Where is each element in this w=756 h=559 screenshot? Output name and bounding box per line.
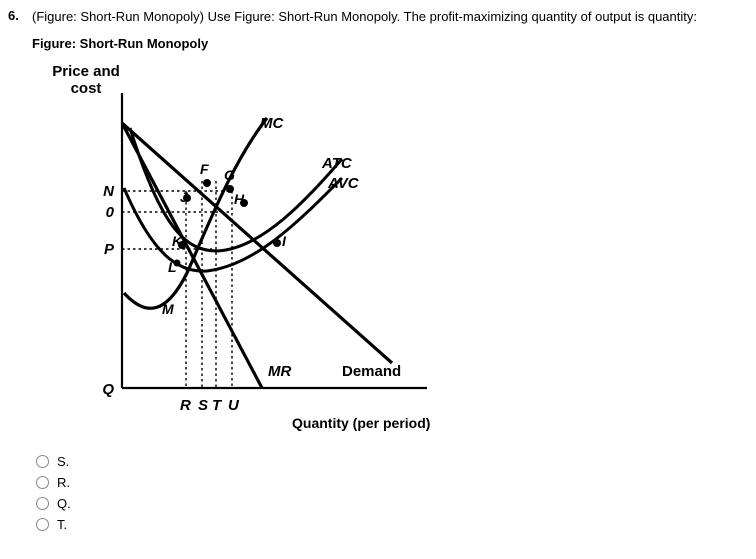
options-list: S. R. Q. T.: [36, 451, 748, 535]
option-t[interactable]: T.: [36, 514, 748, 535]
option-label: Q.: [57, 496, 71, 511]
y-tick-n: N: [94, 183, 114, 200]
y-tick-p: P: [94, 241, 114, 258]
option-r[interactable]: R.: [36, 472, 748, 493]
question-text: (Figure: Short-Run Monopoly) Use Figure:…: [32, 8, 697, 26]
option-q[interactable]: Q.: [36, 493, 748, 514]
point-label-k: K: [172, 233, 182, 249]
chart: Price and cost Quantity (per period) N0P…: [32, 63, 452, 443]
point-label-g: G: [224, 167, 235, 183]
x-tick-u: U: [228, 397, 239, 414]
x-tick-s: S: [198, 397, 208, 414]
atc-curve: [130, 128, 342, 251]
option-s[interactable]: S.: [36, 451, 748, 472]
option-label: T.: [57, 517, 67, 532]
point-label-f: F: [200, 161, 209, 177]
figure-title: Figure: Short-Run Monopoly: [32, 36, 748, 51]
radio-icon[interactable]: [36, 518, 49, 531]
curve-label-mr: MR: [268, 363, 291, 380]
radio-icon[interactable]: [36, 497, 49, 510]
point-label-h: H: [234, 191, 244, 207]
option-label: S.: [57, 454, 69, 469]
option-label: R.: [57, 475, 70, 490]
point-label-m: M: [162, 301, 174, 317]
question-number: 6.: [8, 8, 26, 26]
curve-label-avc: AVC: [328, 175, 359, 192]
curve-label-demand: Demand: [342, 363, 401, 380]
radio-icon[interactable]: [36, 455, 49, 468]
curve-label-mc: MC: [260, 115, 283, 132]
x-tick-r: R: [180, 397, 191, 414]
radio-icon[interactable]: [36, 476, 49, 489]
y-tick-0: 0: [94, 204, 114, 221]
point-label-j: J: [180, 189, 188, 205]
mc-curve: [124, 118, 267, 308]
y-tick-q: Q: [94, 381, 114, 398]
curve-label-atc: ATC: [322, 155, 352, 172]
point-label-i: I: [282, 233, 286, 249]
x-tick-t: T: [212, 397, 221, 414]
point-label-l: L: [168, 259, 177, 275]
